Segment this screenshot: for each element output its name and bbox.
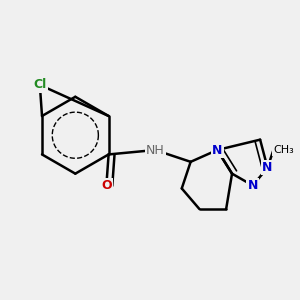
Text: CH₃: CH₃ <box>273 145 294 155</box>
Text: N: N <box>262 161 273 174</box>
Text: N: N <box>212 143 222 157</box>
Text: NH: NH <box>146 143 164 157</box>
Text: N: N <box>248 179 258 192</box>
Text: O: O <box>101 179 112 192</box>
Text: Cl: Cl <box>33 78 46 92</box>
